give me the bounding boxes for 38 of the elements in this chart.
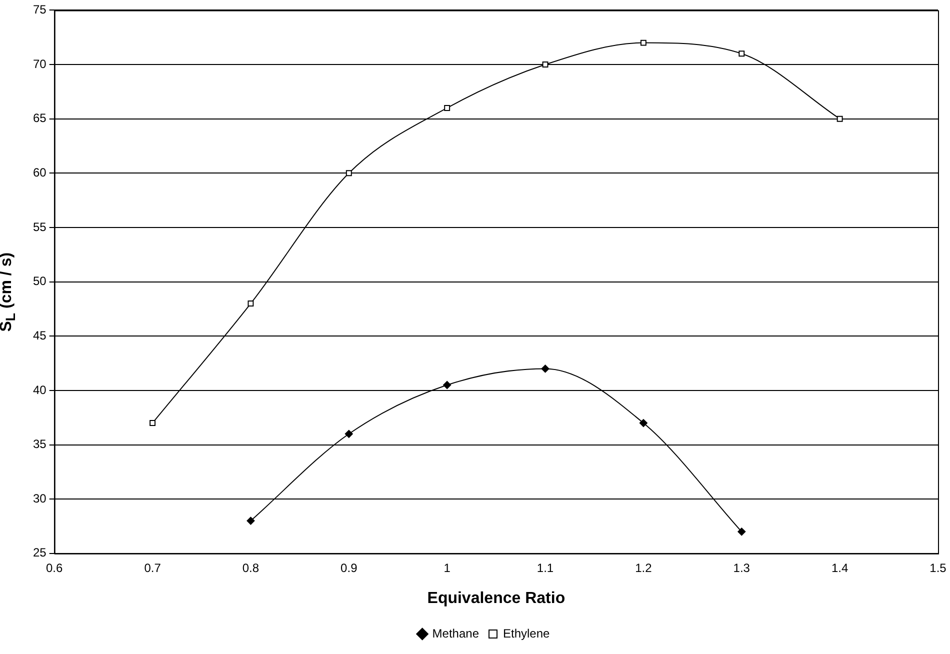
y-tick-label: 60 xyxy=(32,165,47,180)
x-tick-label: 0.9 xyxy=(340,560,358,575)
point xyxy=(738,50,745,57)
x-tick-label: 0.7 xyxy=(144,560,162,575)
legend-label: Methane xyxy=(432,626,480,640)
x-tick-label: 1.3 xyxy=(733,560,750,575)
x-tick-label: 0.6 xyxy=(46,560,64,575)
point xyxy=(541,364,550,373)
point xyxy=(542,62,548,68)
point xyxy=(444,105,450,111)
y-tick-label: 40 xyxy=(32,382,47,397)
point xyxy=(639,419,648,428)
x-tick-label: 1 xyxy=(444,560,451,575)
point xyxy=(246,516,255,525)
x-axis-title: Equivalence Ratio xyxy=(427,590,566,607)
point xyxy=(443,381,452,390)
y-tick-label: 55 xyxy=(32,220,47,234)
legend-label: Ethylene xyxy=(503,626,550,640)
y-tick-label: 75 xyxy=(32,2,47,17)
x-tick-label: 1.2 xyxy=(635,560,652,575)
x-tick-label: 1.5 xyxy=(930,560,947,575)
y-tick-label: 50 xyxy=(32,274,47,288)
y-tick-label: 70 xyxy=(32,56,47,71)
point xyxy=(738,528,746,536)
y-tick-label: 35 xyxy=(32,437,47,452)
point xyxy=(640,40,646,46)
y-tick-label: 30 xyxy=(32,491,47,506)
y-tick-label: 65 xyxy=(32,111,47,126)
point xyxy=(248,300,254,307)
point xyxy=(150,420,156,426)
point xyxy=(346,170,352,176)
x-tick-label: 1.1 xyxy=(536,560,554,575)
x-tick-label: 0.8 xyxy=(242,560,260,575)
y-tick-label: 25 xyxy=(32,546,47,560)
point xyxy=(836,116,843,122)
point xyxy=(344,430,353,438)
y-tick-label: 45 xyxy=(32,328,47,342)
x-tick-label: 1.4 xyxy=(831,560,848,575)
